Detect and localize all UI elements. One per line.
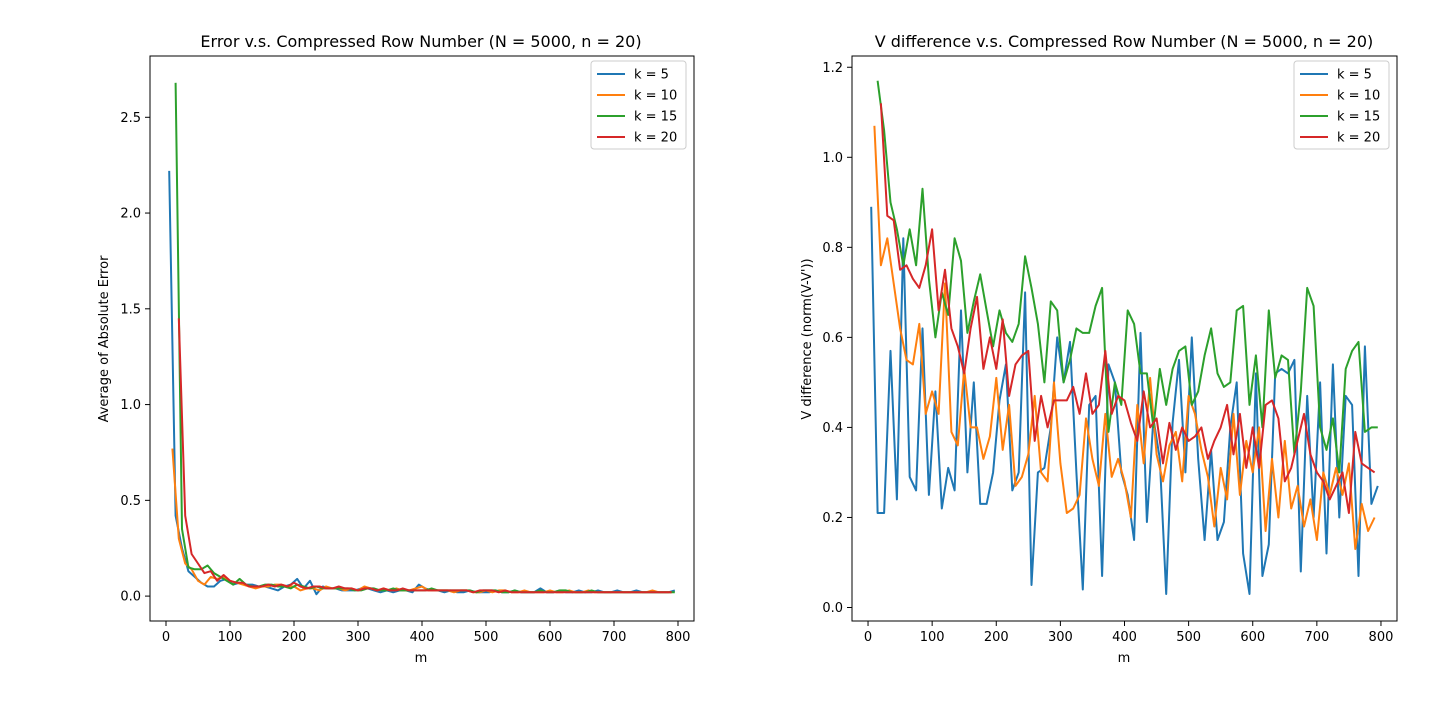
legend-label: k = 5 (1337, 68, 1372, 83)
y-tick-label: 1.5 (120, 302, 141, 317)
legend-label: k = 15 (1337, 110, 1380, 125)
legend-box (590, 60, 687, 150)
y-tick-label: 0.5 (120, 494, 141, 509)
y-tick-label: 0.2 (822, 511, 843, 526)
x-tick-label: 100 (218, 630, 243, 645)
legend-label: k = 5 (634, 68, 669, 83)
x-tick-label: 500 (1176, 630, 1201, 645)
legend: k = 5 k = 10 k = 15 k = 20 (590, 60, 687, 150)
y-tick-label: 1.0 (822, 151, 843, 166)
x-tick-label: 200 (984, 630, 1009, 645)
v-difference-chart: V difference v.s. Compressed Row Number … (800, 32, 1398, 666)
x-tick-label: 700 (602, 630, 627, 645)
series-layer (168, 82, 676, 596)
x-tick-label: 200 (282, 630, 307, 645)
y-tick-label: 0.4 (822, 421, 843, 436)
series-layer (870, 80, 1379, 595)
series-line-k-10 (873, 125, 1376, 550)
y-axis-label: V difference (norm(V-V')) (800, 258, 815, 419)
series-line-k-20 (879, 103, 1376, 514)
y-ticks: 0.0 0.5 1.0 1.5 2.0 2.5 (120, 111, 150, 605)
x-tick-label: 300 (1048, 630, 1073, 645)
x-tick-label: 0 (162, 630, 170, 645)
legend: k = 5 k = 10 k = 15 k = 20 (1293, 60, 1390, 150)
x-tick-label: 400 (1112, 630, 1137, 645)
y-tick-label: 0.6 (822, 331, 843, 346)
chart-title: Error v.s. Compressed Row Number (N = 50… (200, 32, 641, 51)
x-tick-label: 800 (666, 630, 691, 645)
error-chart: Error v.s. Compressed Row Number (N = 50… (97, 32, 695, 666)
legend-label: k = 10 (1337, 89, 1380, 104)
axes-frame (851, 55, 1398, 622)
x-tick-label: 400 (410, 630, 435, 645)
series-line-k-20 (177, 318, 672, 594)
legend-box (1293, 60, 1390, 150)
legend-label: k = 15 (634, 110, 677, 125)
x-tick-label: 500 (474, 630, 499, 645)
legend-label: k = 20 (634, 131, 677, 146)
y-tick-label: 2.5 (120, 111, 141, 126)
x-tick-label: 300 (346, 630, 371, 645)
y-tick-label: 0.0 (822, 601, 843, 616)
y-axis-label: Average of Absolute Error (97, 255, 112, 422)
y-tick-label: 1.2 (822, 61, 843, 76)
x-tick-label: 600 (1240, 630, 1265, 645)
y-tick-label: 1.0 (120, 398, 141, 413)
chart-title: V difference v.s. Compressed Row Number … (875, 32, 1374, 51)
y-tick-label: 0.0 (120, 590, 141, 605)
x-tick-label: 100 (920, 630, 945, 645)
x-tick-label: 600 (538, 630, 563, 645)
x-ticks: 0 100 200 300 400 500 600 700 800 (162, 621, 691, 645)
x-tick-label: 0 (864, 630, 872, 645)
x-tick-label: 700 (1304, 630, 1329, 645)
x-ticks: 0 100 200 300 400 500 600 700 800 (864, 621, 1393, 645)
legend-label: k = 10 (634, 89, 677, 104)
x-tick-label: 800 (1369, 630, 1394, 645)
x-axis-label: m (415, 651, 428, 666)
y-ticks: 0.0 0.2 0.4 0.6 0.8 1.0 1.2 (822, 61, 852, 616)
y-tick-label: 2.0 (120, 207, 141, 222)
x-axis-label: m (1118, 651, 1131, 666)
y-tick-label: 0.8 (822, 241, 843, 256)
legend-label: k = 20 (1337, 131, 1380, 146)
axes-frame (149, 55, 695, 622)
